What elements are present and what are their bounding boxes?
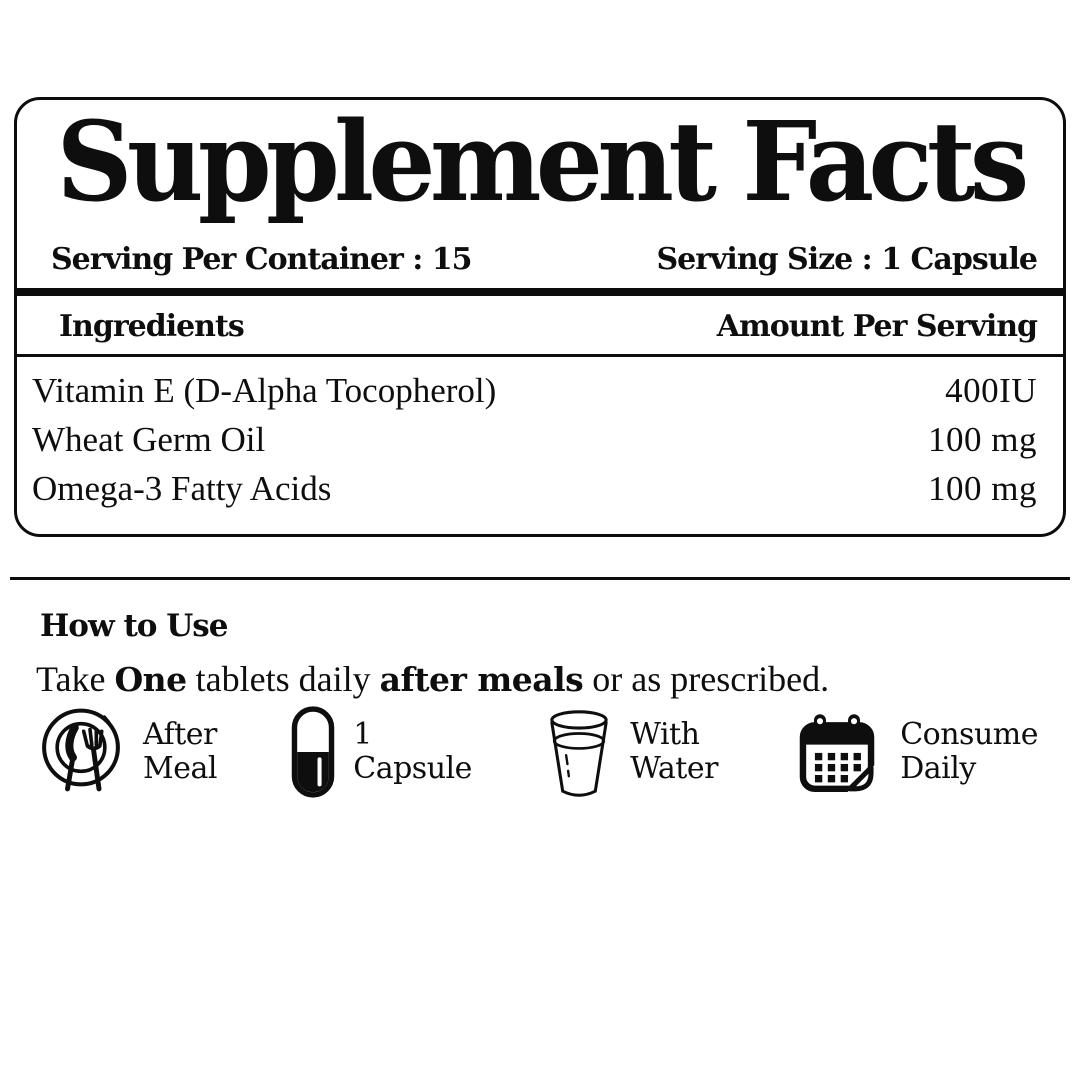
plate-cutlery-icon (36, 707, 126, 797)
badge-label-line2: Daily (900, 751, 976, 786)
badge-label-line2: Capsule (353, 751, 472, 786)
badge-label-line1: 1 (353, 717, 372, 752)
ingredient-amount: 100 mg (928, 469, 1037, 508)
badge-label-line2: Water (630, 751, 718, 786)
calendar-icon (791, 706, 883, 798)
how-to-use-heading: How to Use (40, 608, 228, 644)
water-glass-icon (545, 705, 613, 800)
badge-after-meal: After Meal (36, 707, 217, 797)
capsule-icon (290, 705, 336, 799)
panel-title: Supplement Facts (56, 97, 1029, 226)
instruction-text: Take (36, 659, 115, 699)
thin-divider (17, 354, 1063, 357)
instruction-text: tablets daily (186, 659, 380, 699)
serving-info-row: Serving Per Container : 15 Serving Size … (17, 242, 1063, 278)
thick-divider (17, 288, 1063, 296)
supplement-facts-panel: Supplement Facts Serving Per Container :… (14, 97, 1066, 537)
ingredient-amount: 400IU (945, 371, 1037, 410)
badge-label: With Water (630, 718, 718, 786)
usage-badges-row: After Meal 1 Capsule W (36, 700, 1038, 804)
ingredient-name: Omega-3 Fatty Acids (32, 469, 332, 508)
amount-header: Amount Per Serving (716, 309, 1038, 344)
serving-size: Serving Size : 1 Capsule (656, 242, 1038, 277)
ingredients-table: Vitamin E (D-Alpha Tocopherol) 400IU Whe… (17, 357, 1063, 513)
ingredient-name: Wheat Germ Oil (32, 420, 266, 459)
badge-label: Consume Daily (900, 718, 1038, 786)
instruction-bold-after-meals: after meals (379, 660, 584, 699)
badge-label: After Meal (143, 718, 217, 786)
ingredients-header: Ingredients (59, 309, 245, 344)
badge-with-water: With Water (545, 705, 718, 800)
badge-label-line1: After (143, 717, 217, 752)
badge-label-line2: Meal (143, 751, 217, 786)
badge-one-capsule: 1 Capsule (290, 705, 472, 799)
table-header-row: Ingredients Amount Per Serving (17, 296, 1063, 345)
table-row: Omega-3 Fatty Acids 100 mg (32, 464, 1037, 513)
badge-label: 1 Capsule (353, 718, 472, 786)
ingredient-name: Vitamin E (D-Alpha Tocopherol) (32, 371, 497, 410)
badge-label-line1: With (630, 717, 700, 752)
instruction-bold-one: One (114, 660, 187, 699)
badge-label-line1: Consume (900, 717, 1038, 752)
section-divider-line (10, 577, 1070, 580)
ingredient-amount: 100 mg (928, 420, 1037, 459)
badge-consume-daily: Consume Daily (791, 706, 1038, 798)
table-row: Vitamin E (D-Alpha Tocopherol) 400IU (32, 366, 1037, 415)
instruction-text: or as prescribed. (583, 659, 830, 699)
table-row: Wheat Germ Oil 100 mg (32, 415, 1037, 464)
serving-per-container: Serving Per Container : 15 (51, 242, 473, 277)
usage-instruction: Take One tablets daily after meals or as… (36, 656, 829, 703)
